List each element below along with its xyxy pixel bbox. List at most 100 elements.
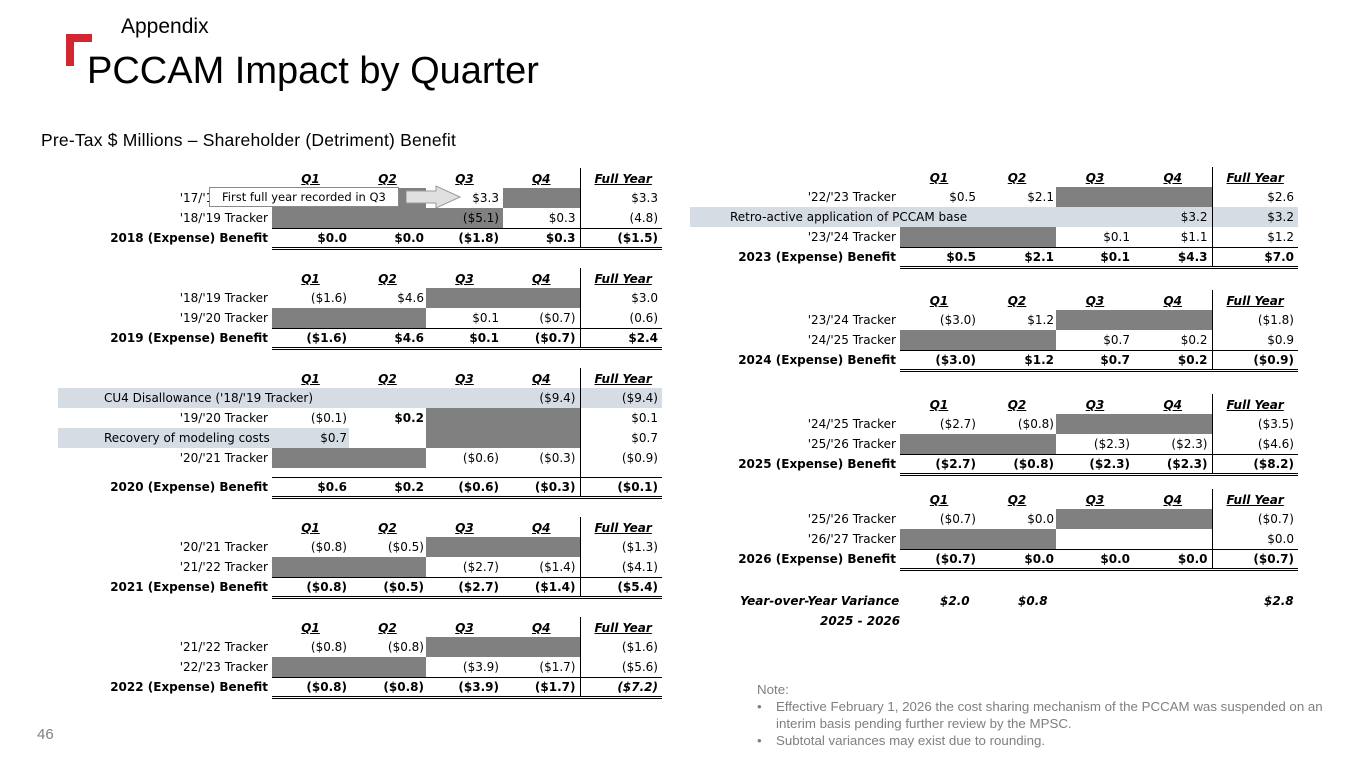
total-row: 2026 (Expense) Benefit ($0.7) $0.0 $0.0 $0.0… — [690, 548, 1298, 571]
table-cell: ($4.1) — [579, 557, 662, 577]
table-cell — [503, 637, 580, 657]
column-header: Q4 — [531, 372, 551, 386]
column-header: Q4 — [531, 521, 551, 535]
table-cell — [1056, 529, 1134, 549]
table-cell — [1056, 187, 1134, 207]
column-header: Q3 — [1085, 398, 1105, 412]
table-cell: ($1.6) — [272, 327, 349, 350]
table-cell: $0.2 — [394, 411, 424, 425]
table-row: '25/'26 Tracker ($2.3) ($2.3) ($4.6) — [690, 434, 1298, 454]
table-cell: ($2.7) — [900, 453, 978, 476]
table-2021: Q1 Q2 Q3 Q4 Full Year '20/'21 Tracker ($0.8) ($… — [58, 517, 662, 599]
header-blank — [58, 368, 272, 388]
table-row: '24/'25 Tracker $0.7 $0.2 $0.9 — [690, 330, 1298, 350]
row-label: 2026 (Expense) Benefit — [738, 552, 896, 566]
table-2019: Q1 Q2 Q3 Q4 Full Year '18/'19 Tracker ($1.6) $4… — [58, 268, 662, 350]
column-header: Q2 — [1007, 294, 1027, 308]
table-cell: $0.9 — [1211, 330, 1298, 350]
table-cell: ($0.9) — [1211, 349, 1298, 372]
table-cell — [272, 557, 349, 577]
table-cell: $0.7 — [1103, 332, 1130, 347]
column-header: Q3 — [455, 172, 474, 186]
column-header: Full Year — [1211, 394, 1298, 414]
table-cell: ($0.7) — [939, 512, 976, 526]
column-header: Q1 — [301, 621, 320, 635]
table-cell — [349, 557, 426, 577]
table-cell: ($0.6) — [426, 476, 503, 499]
table-cell: $7.0 — [1211, 246, 1298, 269]
table-cell — [1134, 529, 1212, 549]
header-blank — [58, 517, 272, 537]
header-row: Q1 Q2 Q3 Q4 Full Year — [690, 489, 1298, 509]
yoy-label-line2: 2025 - 2026 — [820, 614, 901, 628]
yoy-label-line1: Year-over-Year Variance — [740, 594, 900, 608]
row-label: 2021 (Expense) Benefit — [110, 580, 268, 594]
table-cell — [503, 428, 580, 448]
table-cell: ($3.9) — [426, 676, 503, 699]
table-cell: ($2.7) — [426, 576, 503, 599]
column-header: Q2 — [378, 272, 397, 286]
column-header: Q1 — [929, 493, 949, 507]
table-cell: ($1.4) — [503, 576, 580, 599]
table-cell: ($0.9) — [579, 448, 662, 468]
table-cell: $0.2 — [1134, 349, 1212, 372]
table-cell: ($0.8) — [272, 576, 349, 599]
column-header: Q2 — [1007, 171, 1027, 185]
table-cell: ($1.6) — [310, 291, 347, 305]
table-cell — [349, 657, 426, 677]
table-cell — [426, 537, 503, 557]
table-cell — [272, 388, 349, 408]
table-cell — [1056, 207, 1134, 227]
table-cell: $0.1 — [579, 408, 662, 428]
note-item: Effective February 1, 2026 the cost shar… — [757, 698, 1329, 732]
table-cell: $0.3 — [548, 210, 576, 225]
table-2024: Q1 Q2 Q3 Q4 Full Year '23/'24 Tracker ($3.0) $1… — [690, 290, 1298, 372]
total-row: 2024 (Expense) Benefit ($3.0) $1.2 $0.7 $0.2… — [690, 349, 1298, 372]
table-2023: Q1 Q2 Q3 Q4 Full Year '22/'23 Tracker $0.5 $2.1… — [690, 167, 1298, 269]
table-row: '24/'25 Tracker ($2.7) ($0.8) ($3.5) — [690, 414, 1298, 434]
header-blank — [690, 167, 900, 187]
header-row: Q1 Q2 Q3 Q4 Full Year — [690, 394, 1298, 414]
yoy-full-year: $2.8 — [1264, 594, 1294, 608]
table-cell: $2.4 — [579, 327, 662, 350]
table-2025: Q1 Q2 Q3 Q4 Full Year '24/'25 Tracker ($2.7) ($… — [690, 394, 1298, 476]
header-row: Q1 Q2 Q3 Q4 Full Year — [58, 268, 662, 288]
table-cell — [1056, 310, 1134, 330]
table-cell — [900, 529, 978, 549]
total-row: 2019 (Expense) Benefit ($1.6) $4.6 $0.1 ($0.… — [58, 327, 662, 350]
row-label: '24/'25 Tracker — [807, 417, 896, 431]
table-cell — [978, 207, 1056, 227]
table-row: Retro-active application of PCCAM base $3… — [690, 207, 1298, 227]
table-cell: ($0.8) — [310, 640, 347, 654]
table-cell — [426, 408, 503, 428]
column-header: Q1 — [301, 272, 320, 286]
table-cell: ($0.8) — [349, 676, 426, 699]
table-cell: ($0.1) — [310, 411, 347, 425]
column-header: Full Year — [579, 268, 662, 288]
table-cell: ($1.5) — [579, 227, 662, 250]
table-cell: ($0.8) — [272, 676, 349, 699]
table-cell — [1134, 414, 1212, 434]
table-row: '20/'21 Tracker ($0.8) ($0.5) ($1.3) — [58, 537, 662, 557]
column-header: Q2 — [1007, 398, 1027, 412]
table-row: '21/'22 Tracker ($2.7) ($1.4) ($4.1) — [58, 557, 662, 577]
table-row: '22/'23 Tracker $0.5 $2.1 $2.6 — [690, 187, 1298, 207]
table-row: Recovery of modeling costs $0.7 $0.7 — [58, 428, 662, 448]
table-cell — [503, 288, 580, 308]
row-label: '22/'23 Tracker — [179, 660, 268, 674]
column-header: Full Year — [579, 368, 662, 388]
column-header: Full Year — [579, 168, 662, 188]
header-row: Q1 Q2 Q3 Q4 Full Year — [58, 168, 662, 188]
notes-heading: Note: — [757, 682, 789, 697]
row-label: '20/'21 Tracker — [179, 451, 268, 465]
table-cell — [503, 537, 580, 557]
column-header: Q2 — [378, 372, 397, 386]
table-cell: $0.1 — [1056, 246, 1134, 269]
table-cell: $0.0 — [272, 227, 349, 250]
table-cell: $0.0 — [978, 548, 1056, 571]
callout-box: First full year recorded in Q3 — [209, 187, 399, 207]
table-cell: ($0.7) — [503, 327, 580, 350]
table-cell: ($1.8) — [1211, 310, 1298, 330]
table-cell: ($0.7) — [1211, 509, 1298, 529]
yoy-variance: Year-over-Year Variance 2025 - 2026 $2.0… — [700, 592, 1300, 632]
